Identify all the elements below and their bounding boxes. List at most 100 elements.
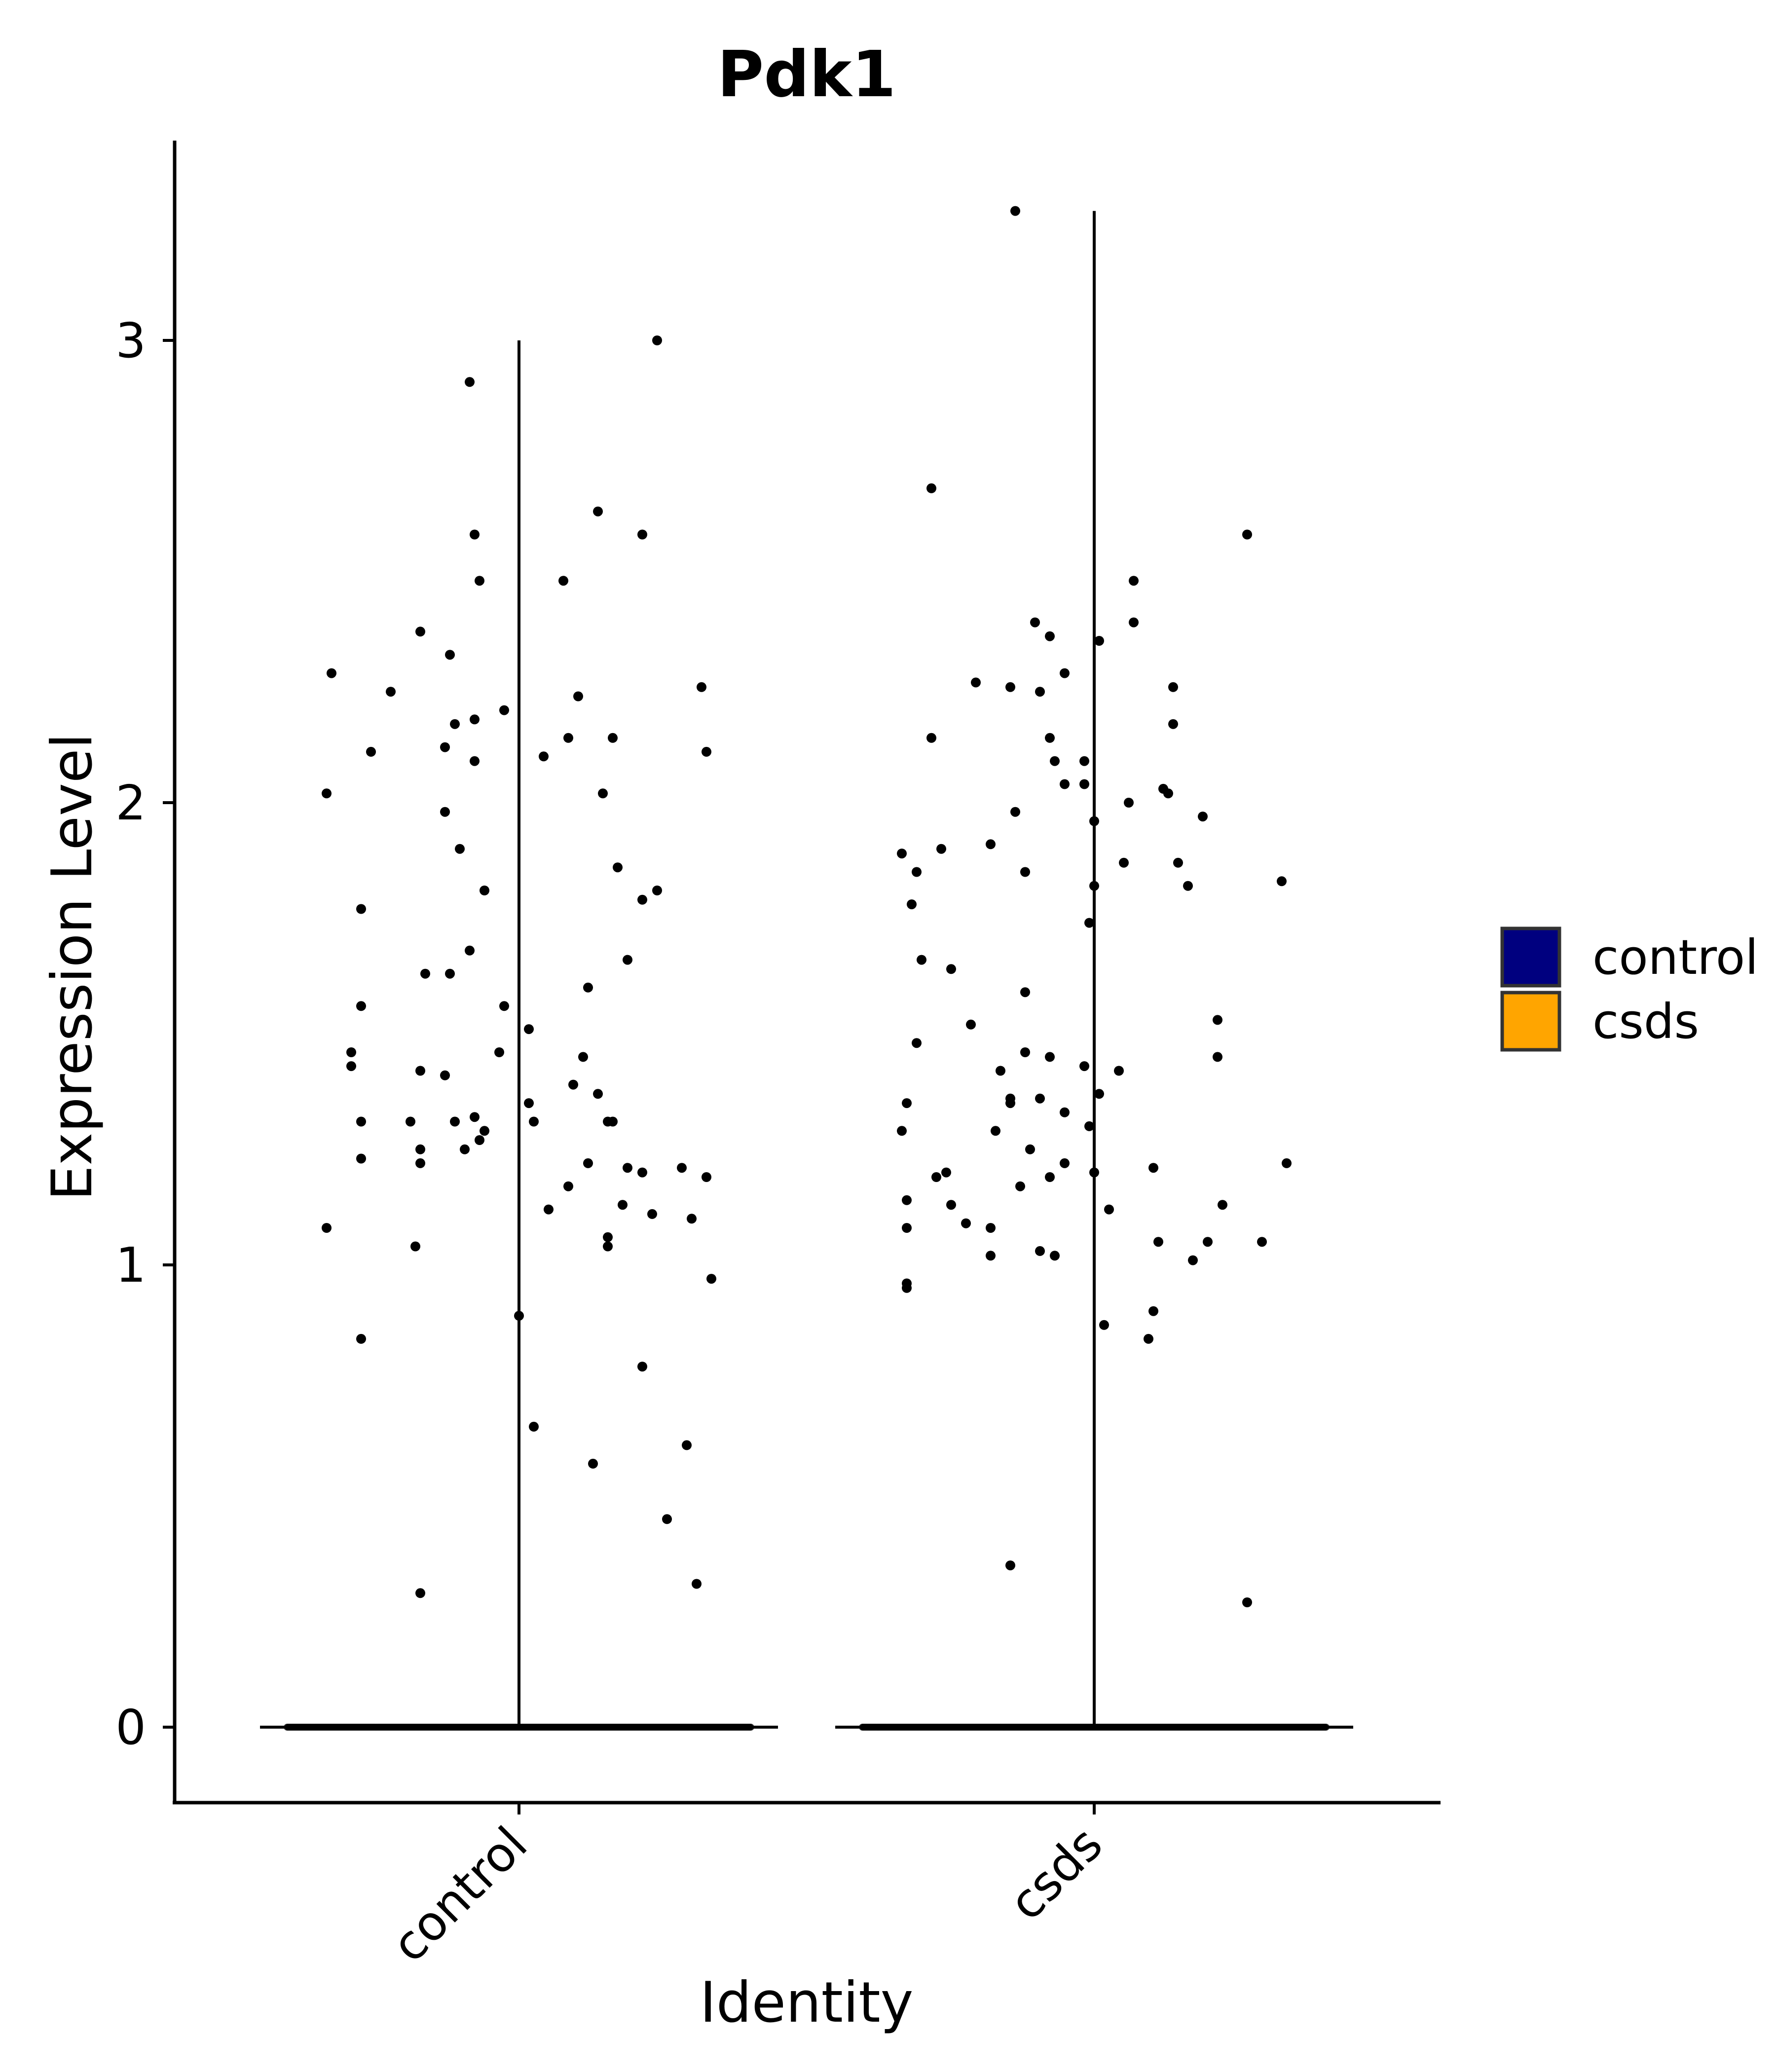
data-point [986, 839, 996, 850]
data-point [1153, 1237, 1163, 1247]
y-tick-label: 0 [115, 1700, 146, 1755]
data-point [1045, 631, 1055, 641]
data-point [1060, 1158, 1070, 1168]
data-point [946, 1200, 956, 1210]
data-point [603, 1232, 613, 1242]
data-point [608, 1116, 618, 1127]
data-point [1045, 1172, 1055, 1182]
data-point [1089, 1167, 1099, 1178]
data-point [465, 945, 475, 956]
y-tick-label: 2 [115, 775, 146, 831]
data-point [1030, 617, 1040, 628]
data-point [524, 1098, 534, 1109]
data-point [1119, 857, 1129, 868]
x-tick-label-control: control [381, 1816, 538, 1973]
data-point [327, 668, 336, 678]
data-point [465, 377, 475, 387]
data-point-zero [747, 1724, 754, 1731]
data-point [1050, 1251, 1060, 1261]
data-point [386, 687, 396, 697]
data-point [1188, 1255, 1198, 1265]
data-point [480, 886, 489, 895]
data-point [608, 733, 618, 743]
data-point [445, 968, 455, 979]
data-point [897, 849, 907, 859]
data-point [499, 705, 509, 715]
data-point [652, 335, 662, 345]
data-point [346, 1061, 356, 1072]
data-point [991, 1126, 1000, 1136]
data-point [652, 886, 662, 895]
legend-label-csds: csds [1592, 994, 1699, 1049]
data-point [558, 576, 568, 586]
data-point [1099, 1320, 1109, 1330]
data-point [410, 1241, 420, 1252]
data-point [623, 1163, 632, 1173]
data-point [902, 1098, 912, 1109]
data-point [931, 1172, 941, 1182]
data-point [1094, 1089, 1104, 1099]
data-point [1257, 1237, 1267, 1247]
data-point [1242, 529, 1252, 540]
data-point [1114, 1066, 1124, 1076]
data-point [460, 1144, 470, 1154]
data-point [917, 955, 926, 965]
data-point [897, 1126, 907, 1136]
data-point [593, 506, 603, 517]
data-point [682, 1440, 692, 1450]
data-point [966, 1019, 976, 1030]
data-point [1129, 617, 1139, 628]
chart-title: Pdk1 [717, 37, 896, 111]
data-point [450, 1116, 460, 1127]
data-point [593, 1089, 603, 1099]
data-point [480, 1126, 489, 1136]
data-point [470, 1112, 480, 1122]
data-point [1025, 1144, 1035, 1154]
data-point [1010, 206, 1020, 216]
data-point [588, 1458, 598, 1469]
data-point [475, 576, 484, 586]
data-point [470, 529, 480, 540]
data-point [662, 1514, 672, 1524]
data-point [1104, 1204, 1114, 1215]
data-point [702, 1172, 711, 1182]
y-tick-label: 3 [115, 313, 146, 369]
data-point [563, 733, 573, 743]
data-point [1060, 1107, 1070, 1117]
data-point [1020, 987, 1030, 998]
data-point [912, 867, 922, 877]
data-point [445, 650, 455, 660]
data-point [1168, 682, 1178, 692]
data-point [420, 968, 430, 979]
data-point [1015, 1181, 1025, 1191]
data-point [1079, 756, 1089, 766]
data-point [415, 1158, 425, 1168]
data-point [455, 844, 465, 854]
data-point [687, 1214, 697, 1224]
data-point [356, 904, 366, 914]
data-point [1050, 756, 1060, 766]
data-point [514, 1311, 524, 1321]
data-point [1005, 1098, 1015, 1109]
data-point [706, 1274, 716, 1284]
legend-swatch-csds [1500, 991, 1561, 1052]
data-point [356, 1001, 366, 1011]
data-point [529, 1421, 539, 1432]
data-point [1094, 636, 1104, 646]
data-point [1213, 1052, 1222, 1062]
legend-label-control: control [1592, 929, 1758, 985]
data-point [475, 1135, 484, 1145]
data-point [1035, 1246, 1045, 1256]
data-point [697, 682, 706, 692]
data-point [1010, 807, 1020, 817]
data-point [346, 1047, 356, 1057]
data-point [1079, 1061, 1089, 1072]
data-point [926, 733, 936, 743]
data-point [613, 862, 623, 873]
data-point [568, 1079, 578, 1090]
data-point [1213, 1015, 1222, 1025]
data-point [986, 1251, 996, 1261]
data-point [1045, 733, 1055, 743]
data-point [598, 788, 608, 799]
data-point [603, 1241, 613, 1252]
